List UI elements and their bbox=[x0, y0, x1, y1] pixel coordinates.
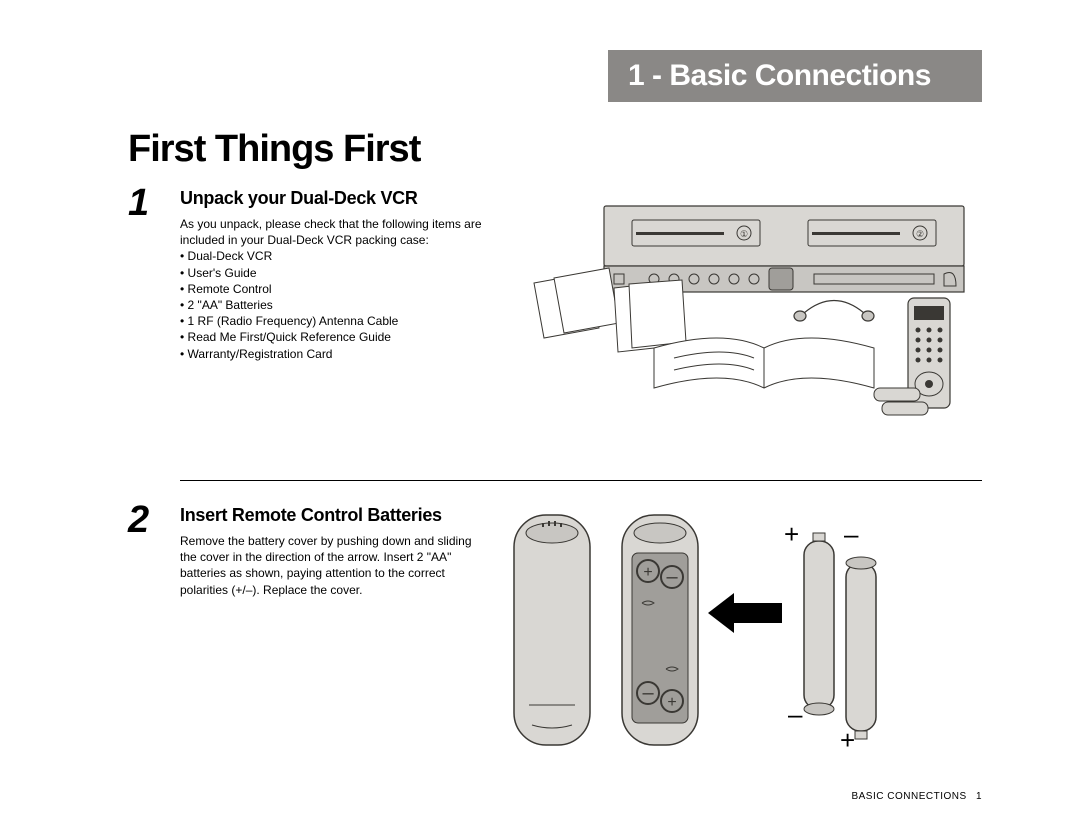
body-text: Remove the battery cover by pushing down… bbox=[180, 533, 490, 598]
list-item: 2 "AA" Batteries bbox=[180, 297, 490, 313]
unpack-illustration: ① ② bbox=[504, 188, 984, 428]
svg-text:+: + bbox=[643, 564, 652, 581]
list-item: 1 RF (Radio Frequency) Antenna Cable bbox=[180, 313, 490, 329]
list-item: User's Guide bbox=[180, 265, 490, 281]
footer-label: BASIC CONNECTIONS bbox=[851, 791, 966, 802]
list-item: Remote Control bbox=[180, 281, 490, 297]
svg-text:–: – bbox=[642, 682, 654, 704]
list-item: Read Me First/Quick Reference Guide bbox=[180, 329, 490, 345]
page-number: 1 bbox=[976, 791, 982, 802]
svg-text:–: – bbox=[788, 699, 803, 729]
intro-text: As you unpack, please check that the fol… bbox=[180, 216, 490, 248]
step-number-1: 1 bbox=[128, 182, 149, 225]
step-title-2: Insert Remote Control Batteries bbox=[180, 505, 442, 526]
svg-text:①: ① bbox=[740, 229, 748, 239]
svg-text:–: – bbox=[666, 566, 678, 588]
page-title: First Things First bbox=[128, 128, 420, 171]
svg-text:+: + bbox=[667, 694, 676, 711]
battery-illustration: + – – + bbox=[504, 505, 984, 765]
list-item: Dual-Deck VCR bbox=[180, 248, 490, 264]
step-body-2: Remove the battery cover by pushing down… bbox=[180, 533, 490, 598]
svg-text:–: – bbox=[844, 519, 859, 549]
step-number-2: 2 bbox=[128, 499, 149, 542]
section-divider bbox=[180, 480, 982, 481]
step-title-1: Unpack your Dual-Deck VCR bbox=[180, 188, 418, 209]
page-footer: BASIC CONNECTIONS 1 bbox=[851, 791, 982, 802]
package-list: Dual-Deck VCR User's Guide Remote Contro… bbox=[180, 248, 490, 361]
svg-text:+: + bbox=[840, 725, 855, 755]
step-body-1: As you unpack, please check that the fol… bbox=[180, 216, 490, 362]
svg-text:+: + bbox=[784, 519, 799, 549]
list-item: Warranty/Registration Card bbox=[180, 346, 490, 362]
svg-text:②: ② bbox=[916, 229, 924, 239]
chapter-tab: 1 - Basic Connections bbox=[608, 50, 982, 102]
